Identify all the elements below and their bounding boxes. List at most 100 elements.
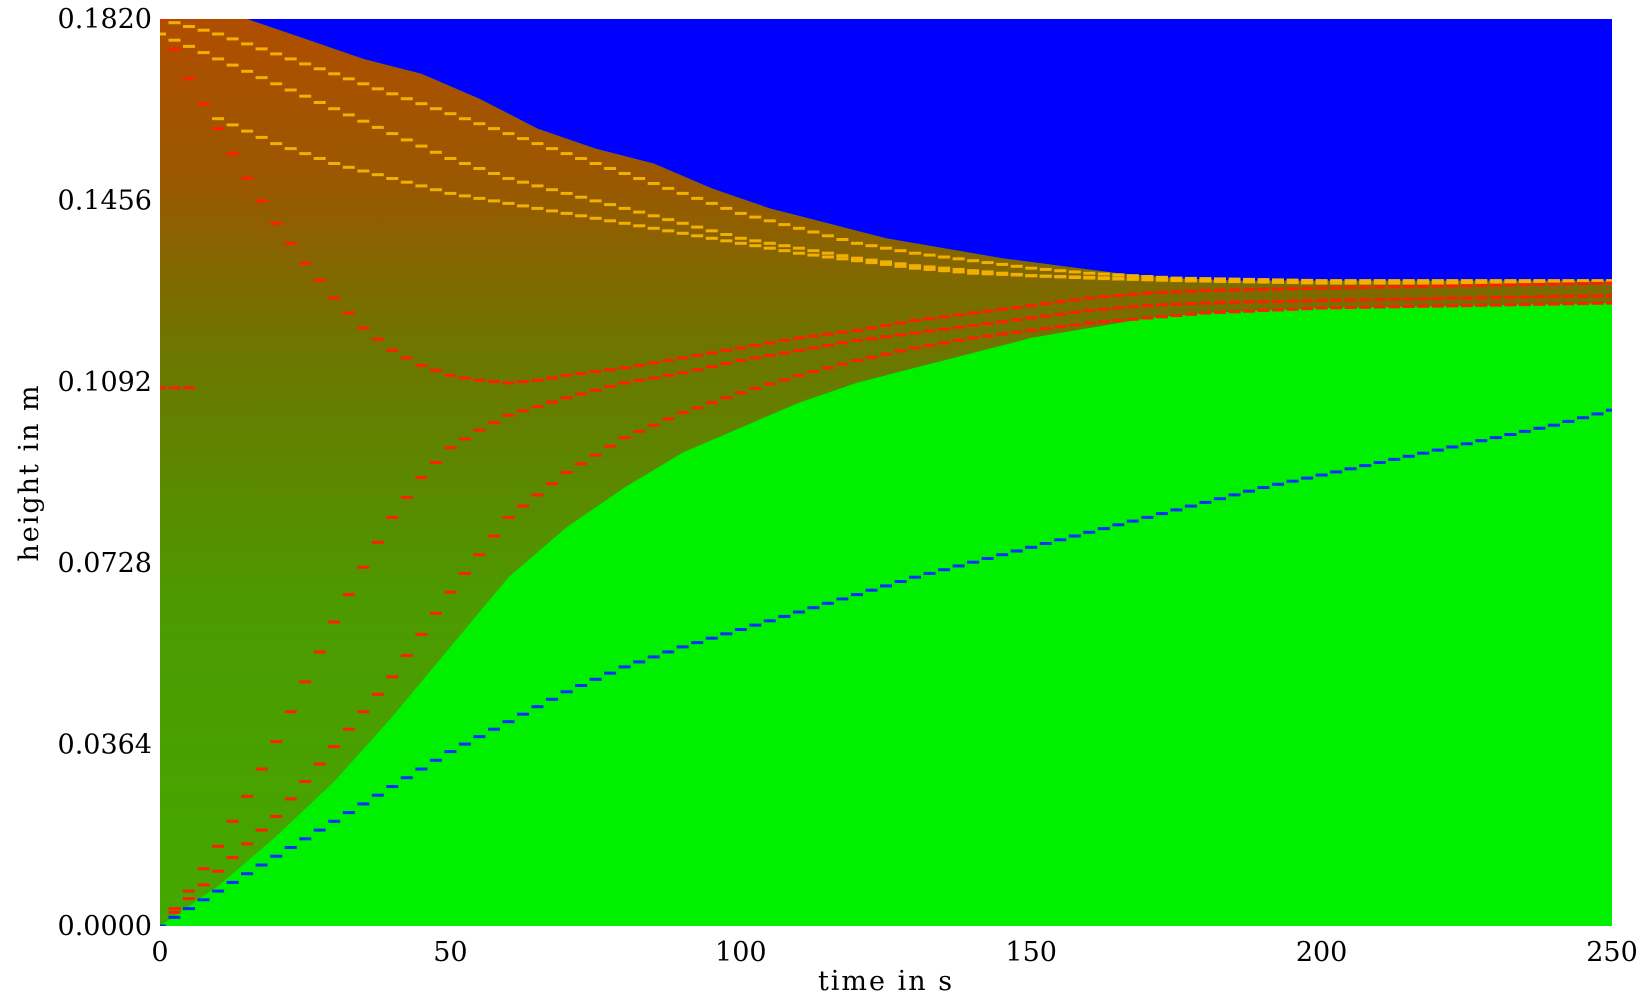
series-point (444, 157, 457, 160)
series-point (618, 366, 631, 370)
series-point (1257, 287, 1270, 291)
series-point (705, 229, 718, 233)
series-point (1170, 278, 1183, 282)
series-point (546, 697, 558, 701)
series-layer (160, 19, 1612, 926)
series-point (1388, 279, 1401, 283)
series-point (313, 828, 326, 832)
series-point (560, 690, 573, 694)
series-point (473, 196, 486, 200)
series-point (1010, 549, 1023, 553)
series-point (183, 386, 195, 390)
series-point (865, 337, 878, 341)
series-point (763, 241, 776, 245)
series-point (778, 378, 791, 382)
series-point (1068, 534, 1081, 538)
series-point (952, 270, 965, 274)
series-point (938, 327, 951, 331)
series-point (604, 444, 617, 448)
series-point (865, 326, 878, 330)
series-point (938, 255, 951, 259)
series-point (415, 184, 428, 188)
series-point (1431, 279, 1444, 283)
series-point (1460, 281, 1473, 285)
series-point (488, 727, 500, 731)
series-point (415, 476, 428, 479)
series-point (705, 351, 718, 355)
plot-area (160, 19, 1612, 926)
series-point (386, 785, 399, 788)
series-point (1155, 303, 1168, 307)
series-point (1606, 408, 1612, 412)
series-point (1402, 297, 1415, 301)
series-point (328, 620, 341, 624)
y-axis-label: height in m (14, 383, 45, 561)
series-point (284, 147, 297, 151)
series-point (531, 493, 544, 497)
series-point (197, 898, 210, 902)
series-point (255, 199, 268, 203)
series-point (1504, 295, 1517, 299)
series-point (284, 797, 297, 801)
series-point (851, 338, 863, 342)
series-point (255, 135, 268, 139)
series-point (1301, 299, 1314, 303)
series-point (1126, 292, 1139, 296)
series-yellow-0 (160, 19, 1612, 283)
series-point (342, 727, 355, 731)
series-point (880, 335, 892, 339)
series-point (342, 593, 355, 597)
series-point (415, 767, 428, 771)
series-point (1577, 294, 1589, 298)
series-point (1402, 281, 1415, 285)
series-point (894, 262, 907, 266)
series-point (1315, 281, 1328, 285)
series-point (705, 236, 718, 240)
series-point (183, 25, 195, 28)
series-point (691, 641, 704, 645)
series-point (807, 253, 820, 257)
series-point (183, 889, 195, 893)
series-point (241, 42, 254, 46)
series-point (342, 165, 355, 169)
series-point (1301, 476, 1314, 480)
series-point (546, 400, 558, 404)
series-point (313, 650, 326, 654)
series-point (197, 867, 210, 871)
series-point (168, 21, 181, 25)
series-point (909, 264, 921, 268)
series-point (1547, 295, 1560, 299)
series-point (807, 370, 820, 374)
series-point (1083, 275, 1096, 279)
series-point (792, 246, 805, 250)
series-point (488, 380, 500, 384)
series-point (705, 365, 718, 369)
series-point (1373, 281, 1386, 285)
series-point (1402, 305, 1415, 308)
series-point (749, 623, 762, 627)
series-yellow-2 (212, 117, 1212, 283)
series-point (444, 191, 457, 195)
series-point (357, 119, 370, 123)
series-point (342, 311, 355, 315)
series-point (1344, 467, 1357, 471)
series-point (1373, 461, 1386, 464)
series-point (1228, 277, 1241, 281)
series-point (284, 88, 297, 92)
series-point (923, 329, 936, 333)
series-point (792, 336, 805, 340)
series-point (1504, 283, 1517, 287)
series-point (851, 256, 863, 260)
series-point (1039, 314, 1052, 318)
series-point (1344, 298, 1357, 302)
series-point (1257, 309, 1270, 312)
series-point (938, 269, 951, 273)
series-point (691, 406, 704, 410)
series-point (183, 44, 195, 48)
series-point (821, 332, 834, 336)
y-tick-label: 0.1456 (58, 185, 152, 216)
y-tick-label: 0.1092 (58, 367, 152, 398)
series-point (851, 329, 863, 332)
series-point (807, 606, 820, 610)
series-point (1126, 277, 1139, 281)
